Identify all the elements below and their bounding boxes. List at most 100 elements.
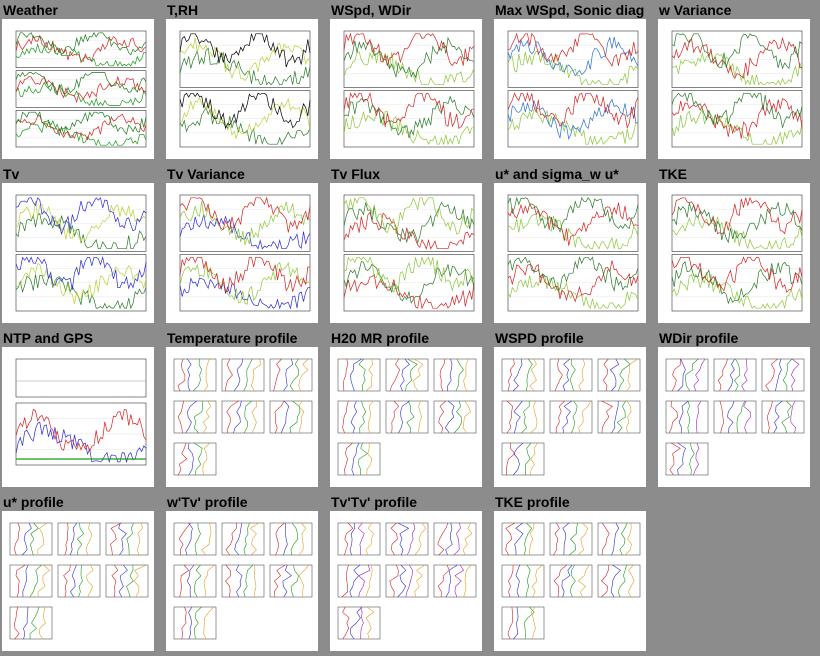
timeseries-panel (507, 254, 639, 312)
profile-panel (221, 564, 265, 598)
timeseries-panel (15, 254, 147, 312)
plot-tile-title: WDir profile (659, 330, 739, 346)
profile-panel (501, 606, 545, 640)
profile-panel (433, 358, 477, 392)
profile-panel (337, 442, 381, 476)
profile-panel (385, 564, 429, 598)
timeseries-panel (15, 30, 147, 68)
profile-panel (173, 522, 217, 556)
profile-panel (433, 400, 477, 434)
plot-thumbnail-image (501, 358, 641, 476)
profile-panel (173, 400, 217, 434)
timeseries-panel (343, 30, 475, 88)
profile-panel (713, 358, 757, 392)
plot-thumbnail-image (15, 194, 147, 312)
plot-tile-title: T,RH (167, 2, 199, 18)
timeseries-panel (179, 194, 311, 252)
profile-panel (665, 442, 709, 476)
timeseries-panel (507, 90, 639, 148)
profile-panel (269, 522, 313, 556)
plot-tile-weather: Weather (0, 0, 164, 164)
plot-thumbnail-link[interactable] (166, 19, 318, 159)
plot-thumbnail-image (507, 30, 639, 148)
plot-thumbnail-link[interactable] (330, 183, 482, 323)
plot-tile-title: Tv Variance (167, 166, 245, 182)
profile-panel (385, 358, 429, 392)
plot-thumbnail-image (15, 358, 147, 466)
profile-panel (9, 522, 53, 556)
plot-thumbnail-link[interactable] (330, 511, 482, 651)
profile-panel (337, 606, 381, 640)
profile-panel (9, 606, 53, 640)
plot-tile-title: NTP and GPS (3, 330, 93, 346)
profile-panel (665, 358, 709, 392)
plot-tile-title: u* and sigma_w u* (495, 166, 619, 182)
plot-thumbnail-image (9, 522, 149, 640)
profile-panel (221, 522, 265, 556)
timeseries-panel (671, 254, 803, 312)
plot-thumbnail-link[interactable] (166, 511, 318, 651)
plot-tile-u-profile: u* profile (0, 492, 164, 656)
plot-thumbnail-link[interactable] (330, 347, 482, 487)
plot-tile-title: TKE (659, 166, 687, 182)
profile-panel (433, 564, 477, 598)
plot-tile-h20-mr-profile: H20 MR profile (328, 328, 492, 492)
timeseries-panel (671, 90, 803, 148)
profile-panel (501, 442, 545, 476)
timeseries-panel (343, 194, 475, 252)
profile-panel (57, 564, 101, 598)
plot-tile-title: Tv'Tv' profile (331, 494, 418, 510)
profile-panel (597, 564, 641, 598)
plot-tile-title: u* profile (3, 494, 64, 510)
plot-tile-title: Max WSpd, Sonic diag (495, 2, 645, 18)
profile-panel (549, 564, 593, 598)
profile-panel (665, 400, 709, 434)
plot-thumbnail-link[interactable] (2, 511, 154, 651)
profile-panel (597, 400, 641, 434)
profile-panel (501, 522, 545, 556)
timeseries-panel (15, 402, 147, 466)
plot-thumbnail-link[interactable] (494, 183, 646, 323)
profile-panel (221, 400, 265, 434)
plot-thumbnail-image (507, 194, 639, 312)
plot-thumbnail-link[interactable] (494, 511, 646, 651)
profile-panel (385, 400, 429, 434)
plot-tile-tv-tv-profile: Tv'Tv' profile (328, 492, 492, 656)
plot-thumbnail-link[interactable] (2, 183, 154, 323)
plot-tile-tv-variance: Tv Variance (164, 164, 328, 328)
plot-thumbnail-image (173, 522, 313, 640)
profile-panel (549, 358, 593, 392)
plot-thumbnail-link[interactable] (330, 19, 482, 159)
profile-panel (269, 358, 313, 392)
timeseries-panel (179, 254, 311, 312)
plot-tile-title: TKE profile (495, 494, 570, 510)
profile-panel (549, 522, 593, 556)
timeseries-panel (671, 30, 803, 88)
plot-tile-tke: TKE (656, 164, 820, 328)
plot-tile-wdir-profile: WDir profile (656, 328, 820, 492)
timeseries-panel (507, 30, 639, 88)
plot-thumbnail-link[interactable] (494, 347, 646, 487)
profile-panel (501, 400, 545, 434)
plot-thumbnail-link[interactable] (494, 19, 646, 159)
plot-thumbnail-link[interactable] (166, 347, 318, 487)
plot-thumbnail-link[interactable] (166, 183, 318, 323)
profile-panel (385, 522, 429, 556)
plot-thumbnail-image (173, 358, 313, 476)
plot-thumbnail-link[interactable] (658, 347, 810, 487)
plot-thumbnail-link[interactable] (2, 19, 154, 159)
plot-thumbnail-image (179, 194, 311, 312)
profile-panel (173, 564, 217, 598)
profile-panel (337, 564, 381, 598)
plot-thumbnail-link[interactable] (658, 19, 810, 159)
timeseries-panel (15, 358, 147, 398)
profile-panel (173, 606, 217, 640)
plot-tile-tke-profile: TKE profile (492, 492, 656, 656)
plot-thumbnail-image (337, 358, 477, 476)
plot-thumbnail-link[interactable] (2, 347, 154, 487)
profile-panel (105, 522, 149, 556)
plot-thumbnail-image (343, 30, 475, 148)
profile-panel (173, 442, 217, 476)
timeseries-panel (179, 90, 311, 148)
plot-thumbnail-link[interactable] (658, 183, 810, 323)
